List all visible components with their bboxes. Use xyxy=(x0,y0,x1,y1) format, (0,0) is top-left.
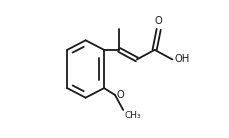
Text: O: O xyxy=(154,16,162,26)
Text: O: O xyxy=(116,90,124,100)
Text: CH₃: CH₃ xyxy=(124,111,141,120)
Text: OH: OH xyxy=(173,54,188,64)
